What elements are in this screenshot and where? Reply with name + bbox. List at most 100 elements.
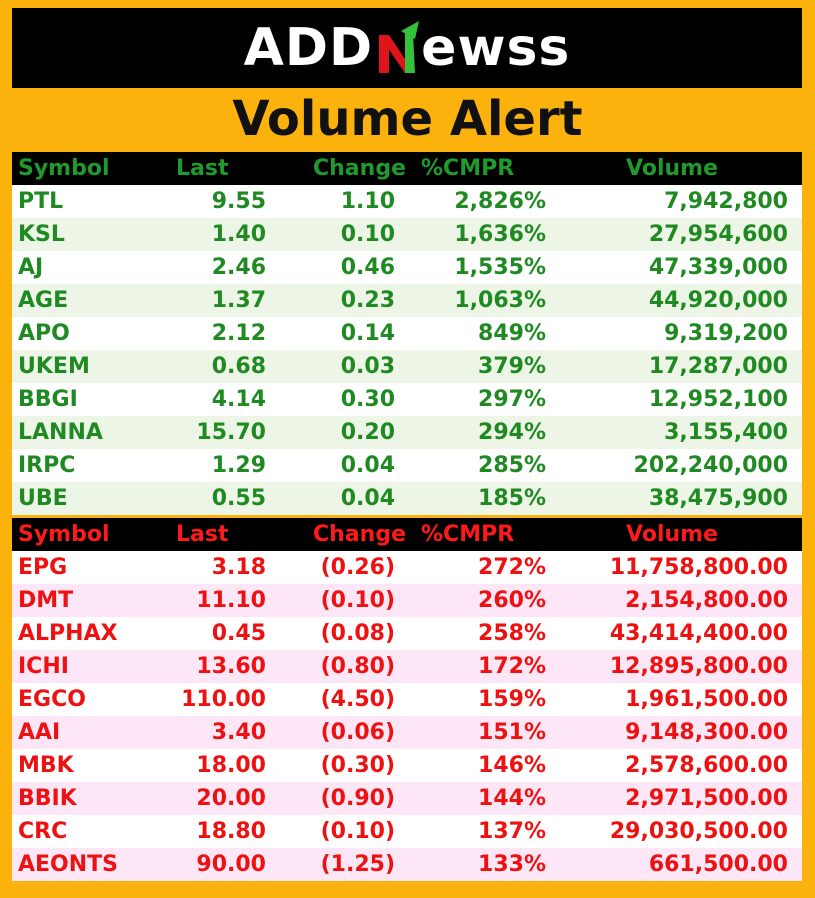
table-row: DMT 11.10 (0.10) 260% 2,154,800.00 [12,584,802,617]
cell-symbol: ICHI [12,650,172,683]
cell-cmpr: 297% [407,383,552,416]
cell-symbol: EGCO [12,683,172,716]
column-header-symbol: Symbol [12,518,172,551]
cell-symbol: DMT [12,584,172,617]
table-row: AGE 1.37 0.23 1,063% 44,920,000 [12,284,802,317]
table-row: BBGI 4.14 0.30 297% 12,952,100 [12,383,802,416]
cell-last: 11.10 [172,584,272,617]
cell-change: 0.23 [272,284,407,317]
table-row: ALPHAX 0.45 (0.08) 258% 43,414,400.00 [12,617,802,650]
cell-symbol: LANNA [12,416,172,449]
cell-last: 15.70 [172,416,272,449]
cell-cmpr: 137% [407,815,552,848]
cell-last: 0.68 [172,350,272,383]
cell-symbol: AJ [12,251,172,284]
losers-header-row: Symbol Last Change %CMPR Volume [12,518,802,551]
column-header-cmpr: %CMPR [407,152,552,185]
cell-symbol: AAI [12,716,172,749]
cell-change: 0.03 [272,350,407,383]
table-row: EPG 3.18 (0.26) 272% 11,758,800.00 [12,551,802,584]
cell-volume: 3,155,400 [552,416,802,449]
cell-cmpr: 151% [407,716,552,749]
cell-symbol: PTL [12,185,172,218]
cell-volume: 12,952,100 [552,383,802,416]
column-header-volume: Volume [552,518,802,551]
cell-change: 1.10 [272,185,407,218]
cell-volume: 1,961,500.00 [552,683,802,716]
cell-change: (4.50) [272,683,407,716]
table-row: UKEM 0.68 0.03 379% 17,287,000 [12,350,802,383]
cell-last: 18.80 [172,815,272,848]
cell-volume: 27,954,600 [552,218,802,251]
logo-bar: ADD ewss [12,8,802,88]
cell-last: 2.46 [172,251,272,284]
cell-volume: 47,339,000 [552,251,802,284]
cell-change: 0.14 [272,317,407,350]
cell-last: 18.00 [172,749,272,782]
cell-last: 9.55 [172,185,272,218]
cell-last: 0.55 [172,482,272,515]
cell-change: 0.30 [272,383,407,416]
cell-last: 1.29 [172,449,272,482]
cell-last: 0.45 [172,617,272,650]
cell-change: (0.08) [272,617,407,650]
cell-last: 90.00 [172,848,272,881]
cell-last: 4.14 [172,383,272,416]
cell-cmpr: 294% [407,416,552,449]
column-header-last: Last [172,518,272,551]
table-row: APO 2.12 0.14 849% 9,319,200 [12,317,802,350]
logo-n-mark-icon [375,21,420,75]
cell-cmpr: 258% [407,617,552,650]
cell-symbol: UBE [12,482,172,515]
cell-cmpr: 133% [407,848,552,881]
cell-symbol: BBIK [12,782,172,815]
cell-change: (0.90) [272,782,407,815]
cell-last: 20.00 [172,782,272,815]
cell-symbol: AGE [12,284,172,317]
brand-logo: ADD ewss [244,18,571,78]
cell-symbol: IRPC [12,449,172,482]
table-row: EGCO 110.00 (4.50) 159% 1,961,500.00 [12,683,802,716]
cell-change: 0.04 [272,482,407,515]
cell-cmpr: 2,826% [407,185,552,218]
cell-volume: 202,240,000 [552,449,802,482]
cell-last: 13.60 [172,650,272,683]
cell-last: 1.37 [172,284,272,317]
column-header-last: Last [172,152,272,185]
cell-change: (0.10) [272,584,407,617]
cell-volume: 7,942,800 [552,185,802,218]
table-row: BBIK 20.00 (0.90) 144% 2,971,500.00 [12,782,802,815]
cell-volume: 9,148,300.00 [552,716,802,749]
cell-volume: 38,475,900 [552,482,802,515]
logo-text-left: ADD [243,18,374,78]
cell-change: 0.10 [272,218,407,251]
cell-cmpr: 1,063% [407,284,552,317]
cell-cmpr: 159% [407,683,552,716]
cell-symbol: KSL [12,218,172,251]
cell-symbol: MBK [12,749,172,782]
table-row: KSL 1.40 0.10 1,636% 27,954,600 [12,218,802,251]
cell-cmpr: 379% [407,350,552,383]
table-row: AJ 2.46 0.46 1,535% 47,339,000 [12,251,802,284]
cell-volume: 29,030,500.00 [552,815,802,848]
cell-volume: 44,920,000 [552,284,802,317]
cell-last: 2.12 [172,317,272,350]
cell-volume: 2,971,500.00 [552,782,802,815]
cell-volume: 11,758,800.00 [552,551,802,584]
cell-change: 0.04 [272,449,407,482]
table-row: LANNA 15.70 0.20 294% 3,155,400 [12,416,802,449]
logo-text-right: ewss [421,18,571,78]
table-row: PTL 9.55 1.10 2,826% 7,942,800 [12,185,802,218]
cell-cmpr: 849% [407,317,552,350]
table-row: IRPC 1.29 0.04 285% 202,240,000 [12,449,802,482]
table-row: CRC 18.80 (0.10) 137% 29,030,500.00 [12,815,802,848]
cell-change: (0.06) [272,716,407,749]
table-row: UBE 0.55 0.04 185% 38,475,900 [12,482,802,515]
cell-volume: 661,500.00 [552,848,802,881]
cell-change: (0.80) [272,650,407,683]
cell-cmpr: 285% [407,449,552,482]
cell-cmpr: 144% [407,782,552,815]
column-header-change: Change [272,152,407,185]
table-row: ICHI 13.60 (0.80) 172% 12,895,800.00 [12,650,802,683]
